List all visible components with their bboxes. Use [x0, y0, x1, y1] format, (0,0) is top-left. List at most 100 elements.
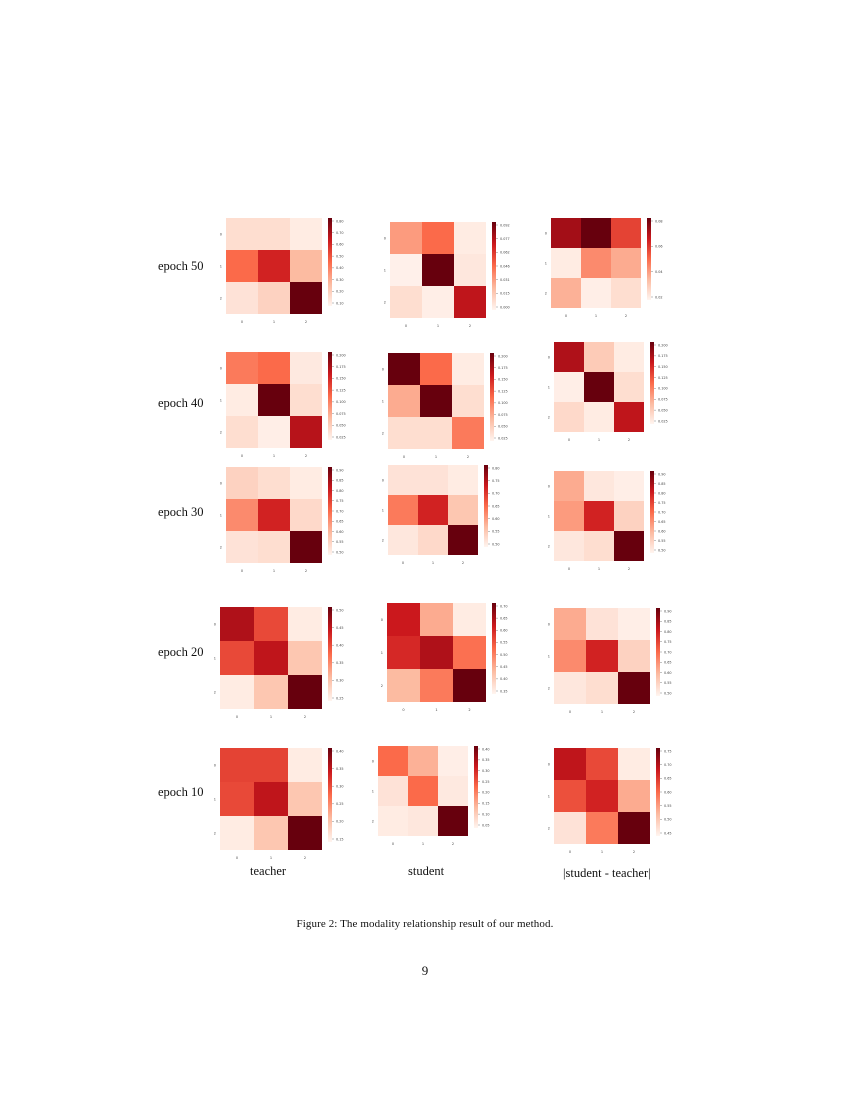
- heatmap-cell: [378, 746, 408, 776]
- colorbar-tick-label: 0.75: [664, 640, 672, 644]
- heatmap-cell: [390, 286, 422, 318]
- heatmap-cell: [387, 603, 420, 636]
- heatmap-cell: [418, 465, 448, 495]
- colorbar-tick-label: 0.092: [500, 223, 510, 227]
- heatmap-cell: [554, 471, 584, 501]
- y-tick-label: 0: [381, 618, 383, 622]
- x-tick-label: 2: [304, 715, 306, 719]
- y-tick-label: 0: [548, 763, 550, 767]
- x-tick-label: 1: [270, 715, 272, 719]
- colorbar-tick-label: 0.45: [336, 626, 344, 630]
- heatmap-cell: [420, 385, 452, 417]
- heatmap-cell: [586, 672, 618, 704]
- colorbar-tick-label: 0.70: [336, 509, 344, 513]
- colorbar: [490, 353, 494, 441]
- colorbar-tick-label: 0.45: [500, 665, 508, 669]
- y-tick-label: 1: [220, 399, 222, 403]
- colorbar-tick-label: 0.10: [482, 812, 490, 816]
- column-label-abs-diff: |student - teacher|: [563, 866, 651, 880]
- heatmap-cell: [220, 641, 254, 675]
- heatmap-cell: [448, 525, 478, 555]
- heatmap-cell: [220, 607, 254, 641]
- x-tick-label: 1: [273, 569, 275, 573]
- heatmap-cell: [290, 352, 322, 384]
- heatmap-cell: [554, 342, 584, 372]
- x-tick-label: 2: [628, 567, 630, 571]
- x-tick-label: 2: [305, 569, 307, 573]
- heatmap-cell: [418, 495, 448, 525]
- heatmap-cell: [554, 372, 584, 402]
- heatmap-cell: [584, 471, 614, 501]
- x-tick-label: 2: [468, 708, 470, 712]
- heatmap-cell: [438, 776, 468, 806]
- heatmap-cell: [581, 218, 611, 248]
- heatmap-cell: [551, 248, 581, 278]
- colorbar-tick-label: 0.30: [336, 679, 344, 683]
- x-tick-label: 2: [625, 314, 627, 318]
- colorbar-tick-label: 0.25: [482, 780, 490, 784]
- x-tick-label: 2: [452, 842, 454, 846]
- colorbar-tick-label: 0.80: [336, 489, 344, 493]
- colorbar-tick-label: 0.20: [336, 820, 344, 824]
- colorbar-tick-label: 0.125: [658, 376, 668, 380]
- y-tick-label: 2: [548, 416, 550, 420]
- heatmap-cell: [388, 385, 420, 417]
- colorbar-tick-label: 0.50: [664, 818, 672, 822]
- colorbar-tick-label: 0.050: [498, 425, 508, 429]
- heatmap-cell: [554, 672, 586, 704]
- colorbar-tick-label: 0.125: [336, 388, 346, 392]
- colorbar-tick-label: 0.150: [658, 365, 668, 369]
- colorbar-tick-label: 0.046: [500, 264, 510, 268]
- heatmap-cell: [418, 525, 448, 555]
- y-tick-label: 0: [545, 232, 547, 236]
- colorbar-tick-label: 0.025: [498, 436, 508, 440]
- colorbar-tick-label: 0.70: [664, 650, 672, 654]
- x-tick-label: 1: [422, 842, 424, 846]
- x-tick-label: 0: [241, 454, 243, 458]
- heatmap-cell: [453, 669, 486, 702]
- heatmap-cell: [454, 286, 486, 318]
- heatmap-cell: [387, 636, 420, 669]
- heatmap-cell: [220, 748, 254, 782]
- heatmap-cell: [254, 748, 288, 782]
- colorbar-tick-label: 0.35: [482, 758, 490, 762]
- colorbar-tick-label: 0.100: [336, 400, 346, 404]
- y-tick-label: 1: [220, 514, 222, 518]
- heatmap-cell: [220, 782, 254, 816]
- colorbar-tick-label: 0.30: [336, 785, 344, 789]
- colorbar-tick-label: 0.60: [664, 790, 672, 794]
- y-tick-label: 1: [384, 269, 386, 273]
- heatmap-cell: [290, 467, 322, 499]
- heatmap-cell: [551, 278, 581, 308]
- y-tick-label: 0: [548, 356, 550, 360]
- heatmap-cell: [551, 218, 581, 248]
- y-tick-label: 1: [382, 509, 384, 513]
- y-tick-label: 1: [548, 655, 550, 659]
- heatmap-cell: [554, 780, 586, 812]
- heatmap-cell: [584, 501, 614, 531]
- colorbar-tick-label: 0.35: [336, 767, 344, 771]
- colorbar-tick-label: 0.20: [482, 791, 490, 795]
- heatmap-cell: [614, 372, 644, 402]
- heatmap-cell: [290, 282, 322, 314]
- x-tick-label: 2: [304, 856, 306, 860]
- heatmap-cell: [453, 636, 486, 669]
- heatmap-cell: [452, 353, 484, 385]
- y-tick-label: 0: [220, 482, 222, 486]
- colorbar-tick-label: 0.70: [664, 763, 672, 767]
- y-tick-label: 0: [384, 237, 386, 241]
- colorbar: [647, 218, 651, 300]
- x-tick-label: 2: [633, 710, 635, 714]
- x-tick-label: 2: [469, 324, 471, 328]
- heatmap-cell: [554, 812, 586, 844]
- colorbar: [492, 603, 496, 694]
- colorbar-tick-label: 0.85: [658, 482, 666, 486]
- heatmap-cell: [611, 278, 641, 308]
- heatmap-cell: [554, 531, 584, 561]
- heatmap-cell: [581, 248, 611, 278]
- heatmap-cell: [226, 282, 258, 314]
- heatmap-cell: [254, 782, 288, 816]
- colorbar: [328, 748, 332, 842]
- heatmap-cell: [258, 282, 290, 314]
- colorbar: [474, 746, 478, 828]
